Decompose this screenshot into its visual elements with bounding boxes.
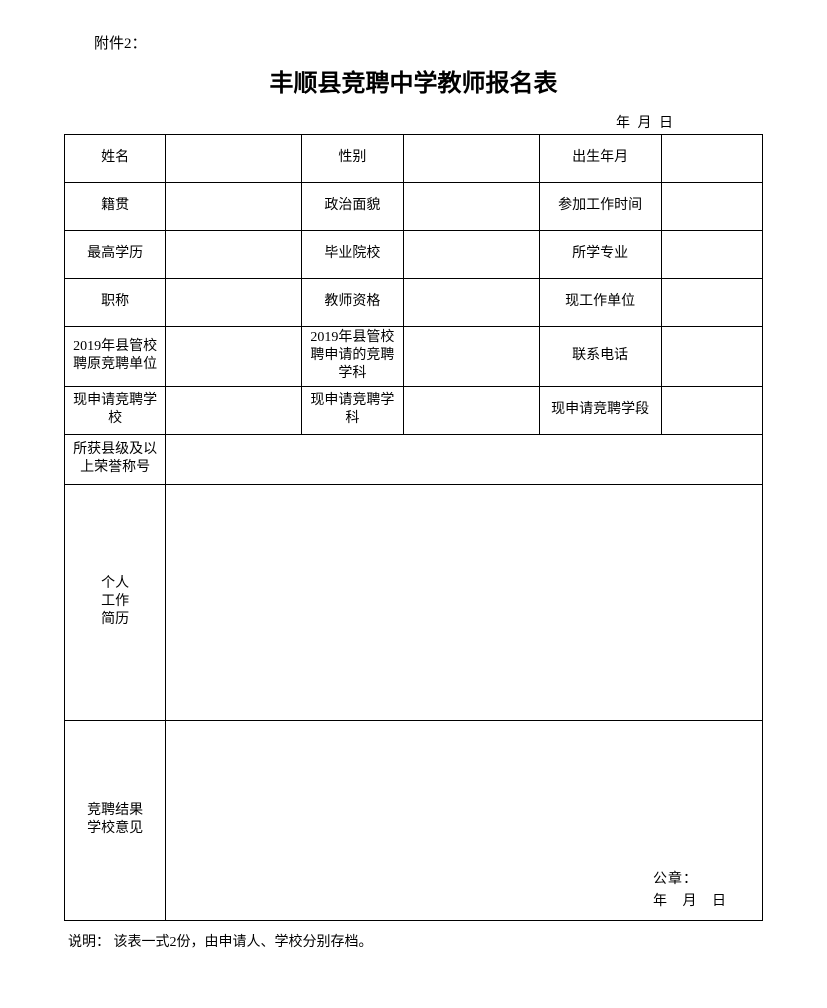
value-origunit2019[interactable] — [166, 327, 302, 387]
value-highestedu[interactable] — [166, 231, 302, 279]
value-name[interactable] — [166, 135, 302, 183]
label-contactphone: 联系电话 — [539, 327, 661, 387]
attachment-label: 附件2： — [94, 32, 763, 53]
label-gender: 性别 — [302, 135, 403, 183]
value-gender[interactable] — [403, 135, 539, 183]
label-honors: 所获县级及以上荣誉称号 — [65, 434, 166, 484]
value-workstart[interactable] — [661, 183, 762, 231]
value-gradschool[interactable] — [403, 231, 539, 279]
value-applysubject[interactable] — [403, 386, 539, 434]
value-major[interactable] — [661, 231, 762, 279]
value-opinion[interactable]: 公章： 年 月 日 — [166, 720, 763, 920]
label-gradschool: 毕业院校 — [302, 231, 403, 279]
page-title: 丰顺县竞聘中学教师报名表 — [64, 63, 763, 98]
label-resume: 个人 工作 简历 — [65, 484, 166, 720]
value-birthdate[interactable] — [661, 135, 762, 183]
value-currentunit[interactable] — [661, 279, 762, 327]
label-political: 政治面貌 — [302, 183, 403, 231]
label-applysubject: 现申请竞聘学科 — [302, 386, 403, 434]
value-applyschool[interactable] — [166, 386, 302, 434]
label-name: 姓名 — [65, 135, 166, 183]
value-political[interactable] — [403, 183, 539, 231]
value-subject2019[interactable] — [403, 327, 539, 387]
label-origunit2019: 2019年县管校聘原竞聘单位 — [65, 327, 166, 387]
value-honors[interactable] — [166, 434, 763, 484]
label-major: 所学专业 — [539, 231, 661, 279]
label-workstart: 参加工作时间 — [539, 183, 661, 231]
footer-note: 说明： 该表一式2份，由申请人、学校分别存档。 — [64, 931, 763, 951]
opinion-date: 年 月 日 — [653, 891, 732, 913]
label-applystage: 现申请竞聘学段 — [539, 386, 661, 434]
label-jobtitle: 职称 — [65, 279, 166, 327]
label-applyschool: 现申请竞聘学校 — [65, 386, 166, 434]
registration-table: 姓名 性别 出生年月 籍贯 政治面貌 参加工作时间 最高学历 毕业院校 所学专业… — [64, 134, 763, 921]
label-opinion: 竞聘结果 学校意见 — [65, 720, 166, 920]
value-applystage[interactable] — [661, 386, 762, 434]
label-nativeplace: 籍贯 — [65, 183, 166, 231]
top-date-line: 年 月 日 — [64, 112, 763, 132]
label-highestedu: 最高学历 — [65, 231, 166, 279]
label-currentunit: 现工作单位 — [539, 279, 661, 327]
value-contactphone[interactable] — [661, 327, 762, 387]
seal-label: 公章： — [653, 869, 732, 891]
label-birthdate: 出生年月 — [539, 135, 661, 183]
value-nativeplace[interactable] — [166, 183, 302, 231]
value-jobtitle[interactable] — [166, 279, 302, 327]
label-teacherqual: 教师资格 — [302, 279, 403, 327]
opinion-footer: 公章： 年 月 日 — [653, 869, 732, 914]
label-subject2019: 2019年县管校聘申请的竞聘学科 — [302, 327, 403, 387]
value-resume[interactable] — [166, 484, 763, 720]
value-teacherqual[interactable] — [403, 279, 539, 327]
